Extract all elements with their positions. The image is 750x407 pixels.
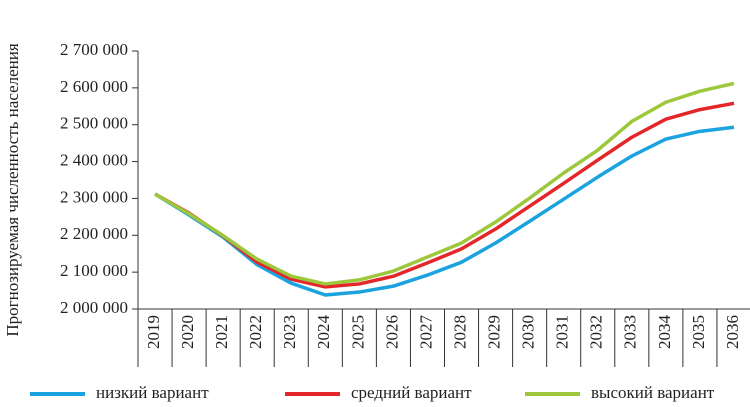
x-tick-label: 2027 xyxy=(416,315,435,350)
x-tick-label: 2033 xyxy=(621,315,640,349)
y-tick-label: 2 000 000 xyxy=(60,298,128,317)
x-tick-label: 2028 xyxy=(450,315,469,349)
x-tick-label: 2031 xyxy=(553,315,572,349)
y-tick-label: 2 400 000 xyxy=(60,150,128,169)
line-series xyxy=(154,81,735,286)
x-tick-label: 2023 xyxy=(280,315,299,349)
x-tick-label: 2019 xyxy=(144,315,163,349)
x-tick-label: 2030 xyxy=(519,315,538,349)
x-tick-label: 2021 xyxy=(212,315,231,349)
x-tick-label: 2032 xyxy=(587,315,606,349)
x-tick-label: 2024 xyxy=(314,315,333,350)
line-series xyxy=(154,101,735,289)
line-series xyxy=(154,125,735,297)
x-tick-label: 2025 xyxy=(348,315,367,349)
y-axis-label: Прогнозируемая численность населения xyxy=(3,43,22,336)
legend-label: средний вариант xyxy=(351,383,472,402)
x-tick-label: 2022 xyxy=(246,315,265,349)
x-tick-label: 2020 xyxy=(178,315,197,349)
x-tick-label: 2034 xyxy=(655,315,674,350)
x-tick-label: 2035 xyxy=(689,315,708,349)
x-tick-label: 2036 xyxy=(723,315,742,349)
x-tick-label: 2026 xyxy=(382,315,401,349)
y-tick-label: 2 500 000 xyxy=(60,114,128,133)
y-tick-label: 2 700 000 xyxy=(60,40,128,59)
y-tick-label: 2 200 000 xyxy=(60,224,128,243)
y-tick-label: 2 600 000 xyxy=(60,77,128,96)
y-tick-label: 2 100 000 xyxy=(60,261,128,280)
legend-label: высокий вариант xyxy=(591,383,715,402)
y-tick-label: 2 300 000 xyxy=(60,187,128,206)
x-tick-label: 2029 xyxy=(484,315,503,349)
legend-label: низкий вариант xyxy=(96,383,209,402)
